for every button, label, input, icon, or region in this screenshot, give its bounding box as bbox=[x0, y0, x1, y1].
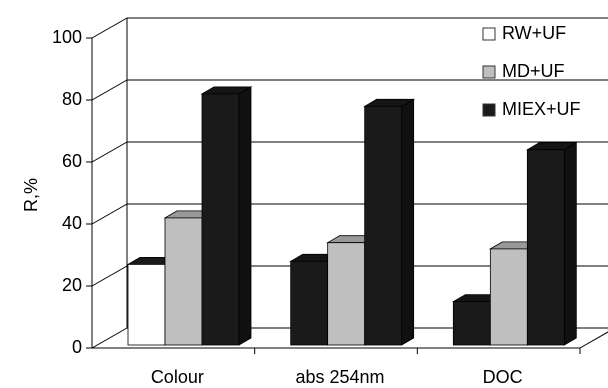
y-tick-label: 40 bbox=[62, 213, 82, 233]
legend-swatch bbox=[482, 65, 496, 79]
bar-front bbox=[290, 260, 329, 346]
bar bbox=[200, 86, 253, 346]
y-tick-label: 60 bbox=[62, 151, 82, 171]
grid-diagonal bbox=[91, 79, 128, 101]
legend-label: MIEX+UF bbox=[502, 99, 581, 119]
grid-diagonal bbox=[91, 327, 128, 349]
bar-front bbox=[526, 149, 565, 346]
bar bbox=[525, 142, 578, 346]
bar-side bbox=[563, 142, 577, 346]
x-tick-label: Colour bbox=[151, 367, 204, 387]
bar-front bbox=[489, 248, 528, 346]
legend-label: RW+UF bbox=[502, 23, 566, 43]
grid-diagonal bbox=[91, 141, 128, 163]
y-tick-label: 20 bbox=[62, 275, 82, 295]
grid-diagonal bbox=[91, 265, 128, 287]
x-tick-label: abs 254nm bbox=[295, 367, 384, 387]
bar-side bbox=[401, 98, 415, 346]
y-tick-label: 0 bbox=[72, 337, 82, 357]
legend-swatch bbox=[482, 27, 496, 41]
grid-diagonal bbox=[91, 203, 128, 225]
bar-front bbox=[364, 105, 403, 346]
bar-front bbox=[452, 301, 491, 346]
bar-front bbox=[201, 93, 240, 346]
grid-diagonal bbox=[91, 17, 128, 39]
bar-front bbox=[164, 217, 203, 346]
y-axis-label: R,% bbox=[21, 178, 41, 212]
bar-side bbox=[238, 86, 252, 346]
y-tick-label: 80 bbox=[62, 89, 82, 109]
legend-label: MD+UF bbox=[502, 61, 565, 81]
legend-swatch bbox=[482, 103, 496, 117]
y-tick-label: 100 bbox=[52, 27, 82, 47]
bar-front bbox=[327, 242, 366, 346]
floor-right bbox=[579, 331, 608, 349]
bar-front bbox=[127, 263, 166, 346]
x-tick-label: DOC bbox=[483, 367, 523, 387]
bar bbox=[363, 98, 416, 346]
